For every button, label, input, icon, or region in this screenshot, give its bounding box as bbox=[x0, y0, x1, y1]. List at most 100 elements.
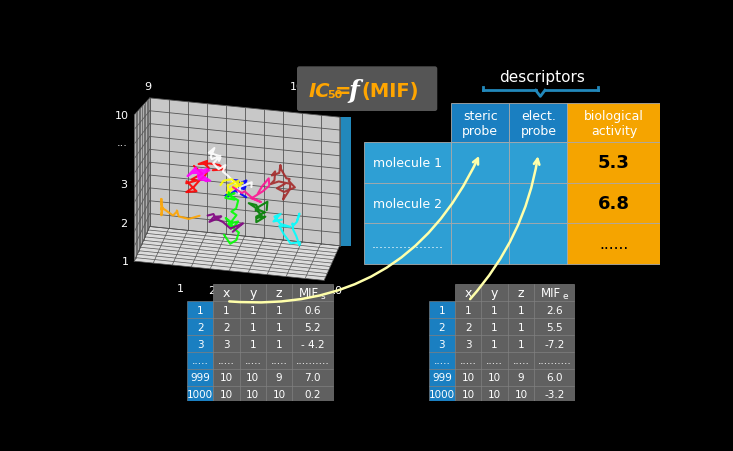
FancyBboxPatch shape bbox=[567, 183, 660, 224]
Text: e: e bbox=[562, 292, 567, 301]
FancyBboxPatch shape bbox=[240, 369, 266, 386]
FancyBboxPatch shape bbox=[508, 285, 534, 302]
FancyBboxPatch shape bbox=[429, 318, 455, 335]
Text: ...: ... bbox=[117, 138, 128, 147]
Text: .....: ..... bbox=[244, 356, 261, 366]
FancyBboxPatch shape bbox=[240, 318, 266, 335]
FancyBboxPatch shape bbox=[567, 104, 660, 143]
FancyBboxPatch shape bbox=[452, 183, 509, 224]
FancyBboxPatch shape bbox=[429, 369, 455, 386]
Text: molecule 1: molecule 1 bbox=[373, 156, 442, 169]
Text: .....: ..... bbox=[486, 356, 503, 366]
FancyBboxPatch shape bbox=[364, 143, 452, 183]
FancyBboxPatch shape bbox=[213, 335, 240, 352]
Text: 1: 1 bbox=[249, 339, 256, 349]
Text: 5.2: 5.2 bbox=[304, 322, 321, 332]
Text: 1: 1 bbox=[438, 305, 445, 315]
Text: 1: 1 bbox=[122, 257, 128, 267]
Text: descriptors: descriptors bbox=[499, 70, 585, 85]
Text: 2.6: 2.6 bbox=[546, 305, 563, 315]
Text: y: y bbox=[491, 286, 498, 299]
FancyBboxPatch shape bbox=[213, 302, 240, 318]
Text: 1: 1 bbox=[276, 305, 282, 315]
FancyBboxPatch shape bbox=[266, 285, 292, 302]
FancyBboxPatch shape bbox=[452, 224, 509, 265]
FancyBboxPatch shape bbox=[509, 143, 567, 183]
FancyBboxPatch shape bbox=[508, 386, 534, 403]
Text: MIF: MIF bbox=[299, 286, 320, 299]
Text: ...: ... bbox=[268, 286, 279, 296]
FancyBboxPatch shape bbox=[534, 352, 575, 369]
Text: 1: 1 bbox=[276, 339, 282, 349]
Text: 9: 9 bbox=[144, 82, 152, 92]
FancyBboxPatch shape bbox=[508, 302, 534, 318]
Text: 3: 3 bbox=[223, 339, 229, 349]
Text: .....: ..... bbox=[433, 356, 450, 366]
Text: 6.8: 6.8 bbox=[598, 194, 630, 212]
FancyBboxPatch shape bbox=[364, 183, 452, 224]
Text: .....: ..... bbox=[512, 356, 529, 366]
FancyBboxPatch shape bbox=[213, 352, 240, 369]
Text: z: z bbox=[276, 286, 282, 299]
Text: .....: ..... bbox=[218, 356, 235, 366]
Text: 999: 999 bbox=[432, 373, 452, 382]
FancyBboxPatch shape bbox=[364, 224, 452, 265]
Text: 10: 10 bbox=[488, 390, 501, 400]
Text: x: x bbox=[223, 286, 230, 299]
Text: 1: 1 bbox=[517, 322, 524, 332]
FancyBboxPatch shape bbox=[429, 335, 455, 352]
Text: 1: 1 bbox=[177, 284, 184, 294]
Text: z: z bbox=[517, 286, 524, 299]
FancyBboxPatch shape bbox=[482, 318, 508, 335]
Text: IC: IC bbox=[309, 82, 330, 101]
Text: 10: 10 bbox=[246, 390, 259, 400]
Text: f: f bbox=[349, 79, 360, 103]
FancyBboxPatch shape bbox=[455, 369, 482, 386]
FancyBboxPatch shape bbox=[455, 335, 482, 352]
FancyBboxPatch shape bbox=[292, 386, 333, 403]
FancyBboxPatch shape bbox=[266, 335, 292, 352]
FancyBboxPatch shape bbox=[429, 352, 455, 369]
FancyBboxPatch shape bbox=[482, 335, 508, 352]
Text: 10: 10 bbox=[462, 373, 475, 382]
Text: 5.5: 5.5 bbox=[546, 322, 563, 332]
Text: molecule 2: molecule 2 bbox=[373, 197, 442, 210]
Text: steric
probe: steric probe bbox=[463, 109, 498, 137]
FancyBboxPatch shape bbox=[187, 302, 213, 318]
FancyBboxPatch shape bbox=[187, 369, 213, 386]
Text: 3: 3 bbox=[438, 339, 445, 349]
Text: 1: 1 bbox=[197, 305, 204, 315]
Text: .....: ..... bbox=[192, 356, 209, 366]
FancyBboxPatch shape bbox=[240, 386, 266, 403]
FancyBboxPatch shape bbox=[455, 318, 482, 335]
FancyBboxPatch shape bbox=[213, 318, 240, 335]
Text: 9: 9 bbox=[276, 373, 282, 382]
Text: 1: 1 bbox=[465, 305, 471, 315]
Text: MIF: MIF bbox=[541, 286, 561, 299]
Text: ..........: .......... bbox=[295, 356, 329, 366]
Text: 5.3: 5.3 bbox=[598, 154, 630, 172]
Polygon shape bbox=[150, 99, 339, 246]
FancyBboxPatch shape bbox=[240, 335, 266, 352]
Text: 2: 2 bbox=[465, 322, 471, 332]
FancyBboxPatch shape bbox=[429, 386, 455, 403]
Text: 3: 3 bbox=[120, 180, 127, 190]
Text: 7.0: 7.0 bbox=[304, 373, 321, 382]
Text: 6.0: 6.0 bbox=[546, 373, 562, 382]
FancyBboxPatch shape bbox=[292, 352, 333, 369]
Text: =: = bbox=[335, 82, 352, 101]
Text: 1000: 1000 bbox=[429, 390, 455, 400]
Text: 10: 10 bbox=[328, 285, 343, 295]
FancyBboxPatch shape bbox=[213, 369, 240, 386]
FancyBboxPatch shape bbox=[292, 369, 333, 386]
FancyBboxPatch shape bbox=[508, 318, 534, 335]
FancyBboxPatch shape bbox=[534, 335, 575, 352]
Text: 1: 1 bbox=[223, 305, 229, 315]
FancyBboxPatch shape bbox=[452, 143, 509, 183]
Text: 999: 999 bbox=[190, 373, 210, 382]
Text: 10: 10 bbox=[462, 390, 475, 400]
Text: 10: 10 bbox=[515, 390, 528, 400]
FancyBboxPatch shape bbox=[266, 302, 292, 318]
FancyBboxPatch shape bbox=[509, 104, 567, 143]
FancyBboxPatch shape bbox=[508, 352, 534, 369]
